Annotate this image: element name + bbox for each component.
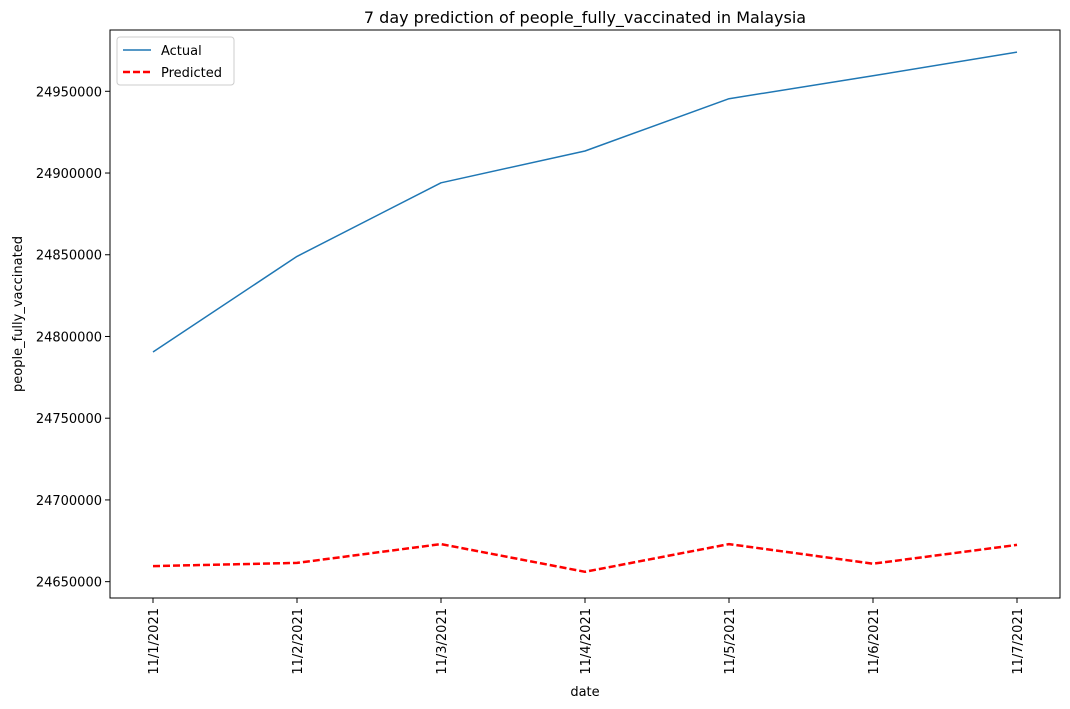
legend-label-predicted: Predicted (161, 66, 222, 81)
plot-area (152, 51, 1018, 574)
y-tick-label: 24950000 (36, 85, 102, 100)
y-tick-label: 24650000 (36, 576, 102, 591)
x-tick-label: 11/7/2021 (1011, 608, 1026, 675)
x-tick-label: 11/1/2021 (147, 608, 162, 675)
x-tick-label: 11/3/2021 (435, 608, 450, 675)
y-axis: 24650000 24700000 24750000 24800000 24850000… (36, 85, 110, 591)
y-tick-label: 24800000 (36, 330, 102, 345)
x-axis-label: date (570, 685, 599, 700)
legend-label-actual: Actual (161, 44, 202, 59)
chart-title: 7 day prediction of people_fully_vaccina… (364, 8, 806, 28)
y-tick-label: 24900000 (36, 167, 102, 182)
series-line-predicted (152, 542, 1018, 574)
x-tick-label: 11/4/2021 (579, 608, 594, 675)
x-axis: 11/1/2021 11/2/2021 11/3/2021 11/4/2021 11/5… (147, 598, 1026, 675)
legend: Actual Predicted (116, 36, 235, 86)
y-tick-label: 24700000 (36, 494, 102, 509)
y-tick-label: 24850000 (36, 249, 102, 264)
x-tick-label: 11/6/2021 (867, 608, 882, 675)
y-tick-label: 24750000 (36, 412, 102, 427)
y-axis-label: people_fully_vaccinated (11, 236, 26, 392)
series-line-actual (152, 51, 1018, 353)
x-tick-label: 11/2/2021 (291, 608, 306, 675)
x-tick-label: 11/5/2021 (723, 608, 738, 675)
plot-frame (109, 29, 1061, 599)
